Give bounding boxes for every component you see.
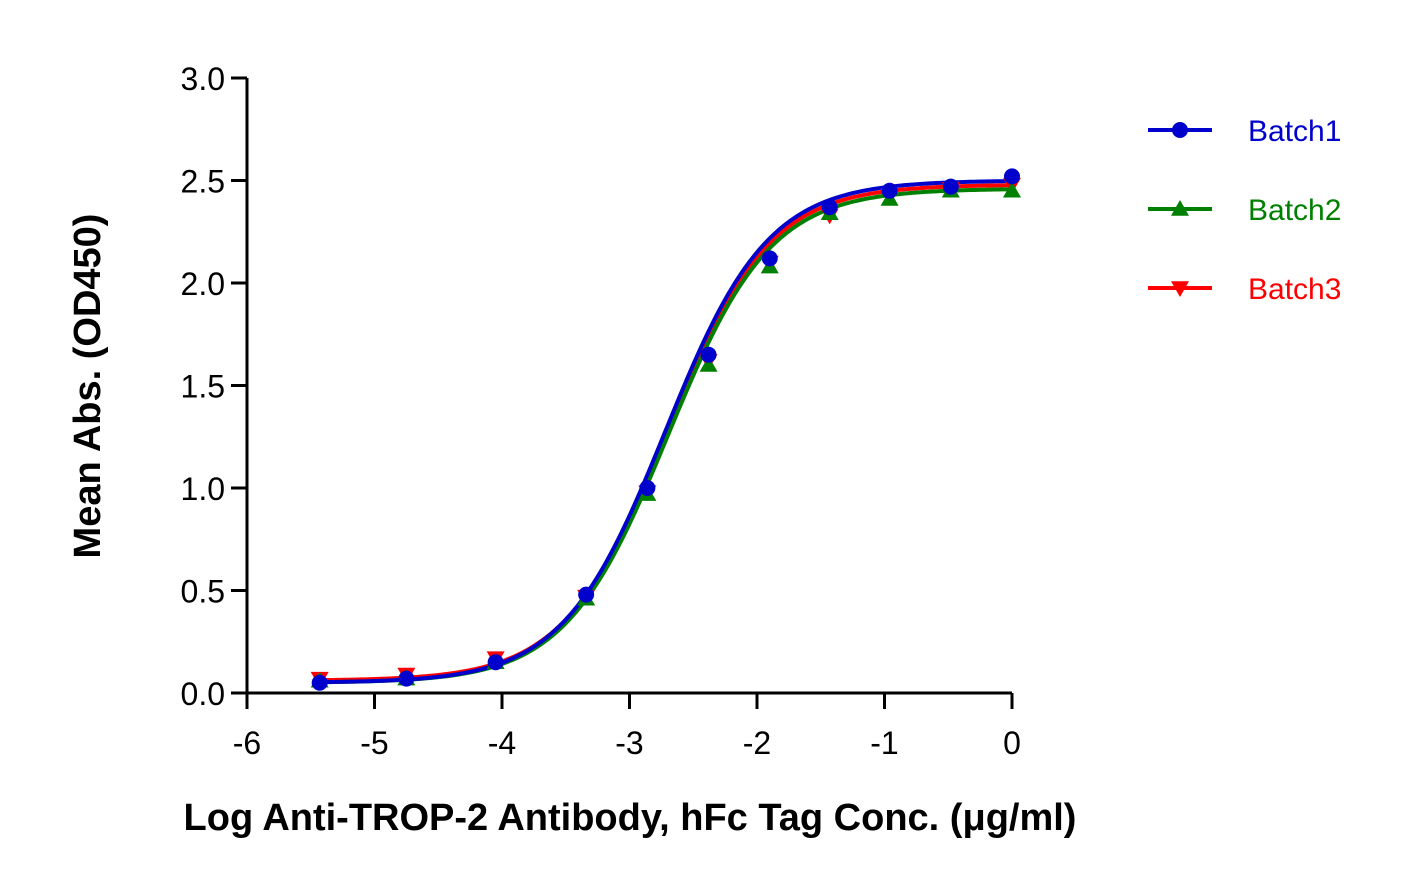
y-tick-label: 1.5 <box>181 369 225 405</box>
x-axis-title: Log Anti-TROP-2 Antibody, hFc Tag Conc. … <box>184 797 1077 839</box>
x-tick-label: -6 <box>233 725 261 761</box>
legend-label-batch1: Batch1 <box>1248 115 1341 148</box>
curve-batch2 <box>319 187 1013 685</box>
point-batch2 <box>1003 181 1021 198</box>
legend: Batch1 Batch2 Batch3 <box>1148 115 1341 306</box>
x-tick-label: -4 <box>488 725 516 761</box>
y-tick-label: 1.0 <box>181 471 225 507</box>
point-batch1 <box>1004 168 1020 185</box>
x-axis-ticks: -6 -5 -4 -3 -2 -1 0 <box>233 693 1021 761</box>
legend-marker-batch3 <box>1171 281 1189 297</box>
point-batch1 <box>761 250 778 267</box>
point-batch1 <box>881 182 898 199</box>
legend-label-batch3: Batch3 <box>1248 273 1341 306</box>
point-batch1 <box>398 670 415 687</box>
fit-curves <box>319 179 1013 685</box>
point-batch1 <box>487 654 504 671</box>
y-tick-label: 0.5 <box>181 574 225 610</box>
point-batch1 <box>821 199 838 216</box>
legend-marker-batch2 <box>1171 200 1189 216</box>
point-batch1 <box>942 178 959 195</box>
x-tick-label: -1 <box>870 725 898 761</box>
y-axis-title: Mean Abs. (OD450) <box>67 214 109 559</box>
x-tick-label: -5 <box>360 725 388 761</box>
y-axis-ticks: 0.0 0.5 1.0 1.5 2.0 2.5 3.0 <box>181 61 247 712</box>
axes <box>245 78 1012 695</box>
y-tick-label: 2.5 <box>181 164 225 200</box>
y-tick-label: 3.0 <box>181 61 225 97</box>
x-tick-label: -3 <box>615 725 643 761</box>
point-batch1 <box>578 586 595 603</box>
point-batch1 <box>639 480 656 496</box>
x-tick-label: -2 <box>743 725 771 761</box>
point-batch1 <box>700 346 717 363</box>
point-batch1 <box>311 674 328 691</box>
curve-batch1 <box>319 179 1013 685</box>
y-tick-label: 2.0 <box>181 266 225 302</box>
x-tick-label: 0 <box>1003 725 1021 761</box>
data-points <box>310 168 1021 691</box>
legend-marker-batch1 <box>1172 122 1188 138</box>
legend-label-batch2: Batch2 <box>1248 194 1341 227</box>
point-batch2 <box>699 356 718 372</box>
y-tick-label: 0.0 <box>181 676 225 712</box>
